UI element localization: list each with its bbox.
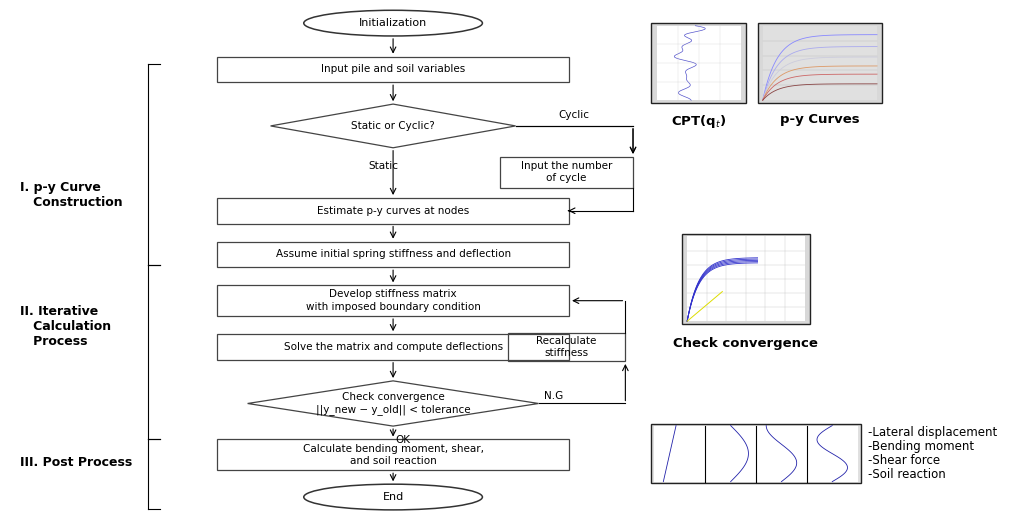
- Text: Initialization: Initialization: [359, 18, 427, 28]
- Text: p-y Curves: p-y Curves: [780, 113, 860, 126]
- Text: -Bending moment: -Bending moment: [868, 440, 974, 453]
- Text: Recalculate
stiffness: Recalculate stiffness: [536, 336, 597, 358]
- FancyBboxPatch shape: [763, 26, 877, 100]
- Text: Static or Cyclic?: Static or Cyclic?: [351, 121, 435, 131]
- Text: Assume initial spring stiffness and deflection: Assume initial spring stiffness and defl…: [276, 249, 510, 260]
- Text: Check convergence: Check convergence: [673, 337, 818, 350]
- Text: N.G: N.G: [543, 391, 563, 401]
- Text: II. Iterative
   Calculation
   Process: II. Iterative Calculation Process: [20, 305, 111, 348]
- FancyBboxPatch shape: [651, 23, 746, 103]
- Text: Solve the matrix and compute deflections: Solve the matrix and compute deflections: [284, 342, 502, 352]
- Text: End: End: [383, 492, 403, 502]
- Text: Develop stiffness matrix
with imposed boundary condition: Develop stiffness matrix with imposed bo…: [305, 289, 481, 312]
- Text: Check convergence
||y_new − y_old|| < tolerance: Check convergence ||y_new − y_old|| < to…: [315, 392, 471, 415]
- FancyBboxPatch shape: [682, 234, 810, 324]
- Text: Calculate bending moment, shear,
and soil reaction: Calculate bending moment, shear, and soi…: [302, 444, 484, 466]
- Text: III. Post Process: III. Post Process: [20, 456, 133, 469]
- Text: Input pile and soil variables: Input pile and soil variables: [321, 64, 466, 75]
- FancyBboxPatch shape: [687, 236, 805, 321]
- Text: CPT(q$_t$): CPT(q$_t$): [671, 113, 726, 130]
- FancyBboxPatch shape: [657, 26, 741, 100]
- Text: Input the number
of cycle: Input the number of cycle: [521, 161, 613, 183]
- Text: OK: OK: [396, 435, 410, 445]
- Text: I. p-y Curve
   Construction: I. p-y Curve Construction: [20, 181, 124, 209]
- FancyBboxPatch shape: [651, 424, 861, 483]
- Text: Static: Static: [368, 160, 398, 171]
- Text: -Lateral displacement: -Lateral displacement: [868, 426, 998, 439]
- Text: -Soil reaction: -Soil reaction: [868, 468, 945, 481]
- FancyBboxPatch shape: [758, 23, 882, 103]
- FancyBboxPatch shape: [654, 426, 858, 482]
- Text: Cyclic: Cyclic: [558, 110, 590, 120]
- Text: Estimate p-y curves at nodes: Estimate p-y curves at nodes: [317, 206, 470, 216]
- Text: -Shear force: -Shear force: [868, 454, 940, 467]
